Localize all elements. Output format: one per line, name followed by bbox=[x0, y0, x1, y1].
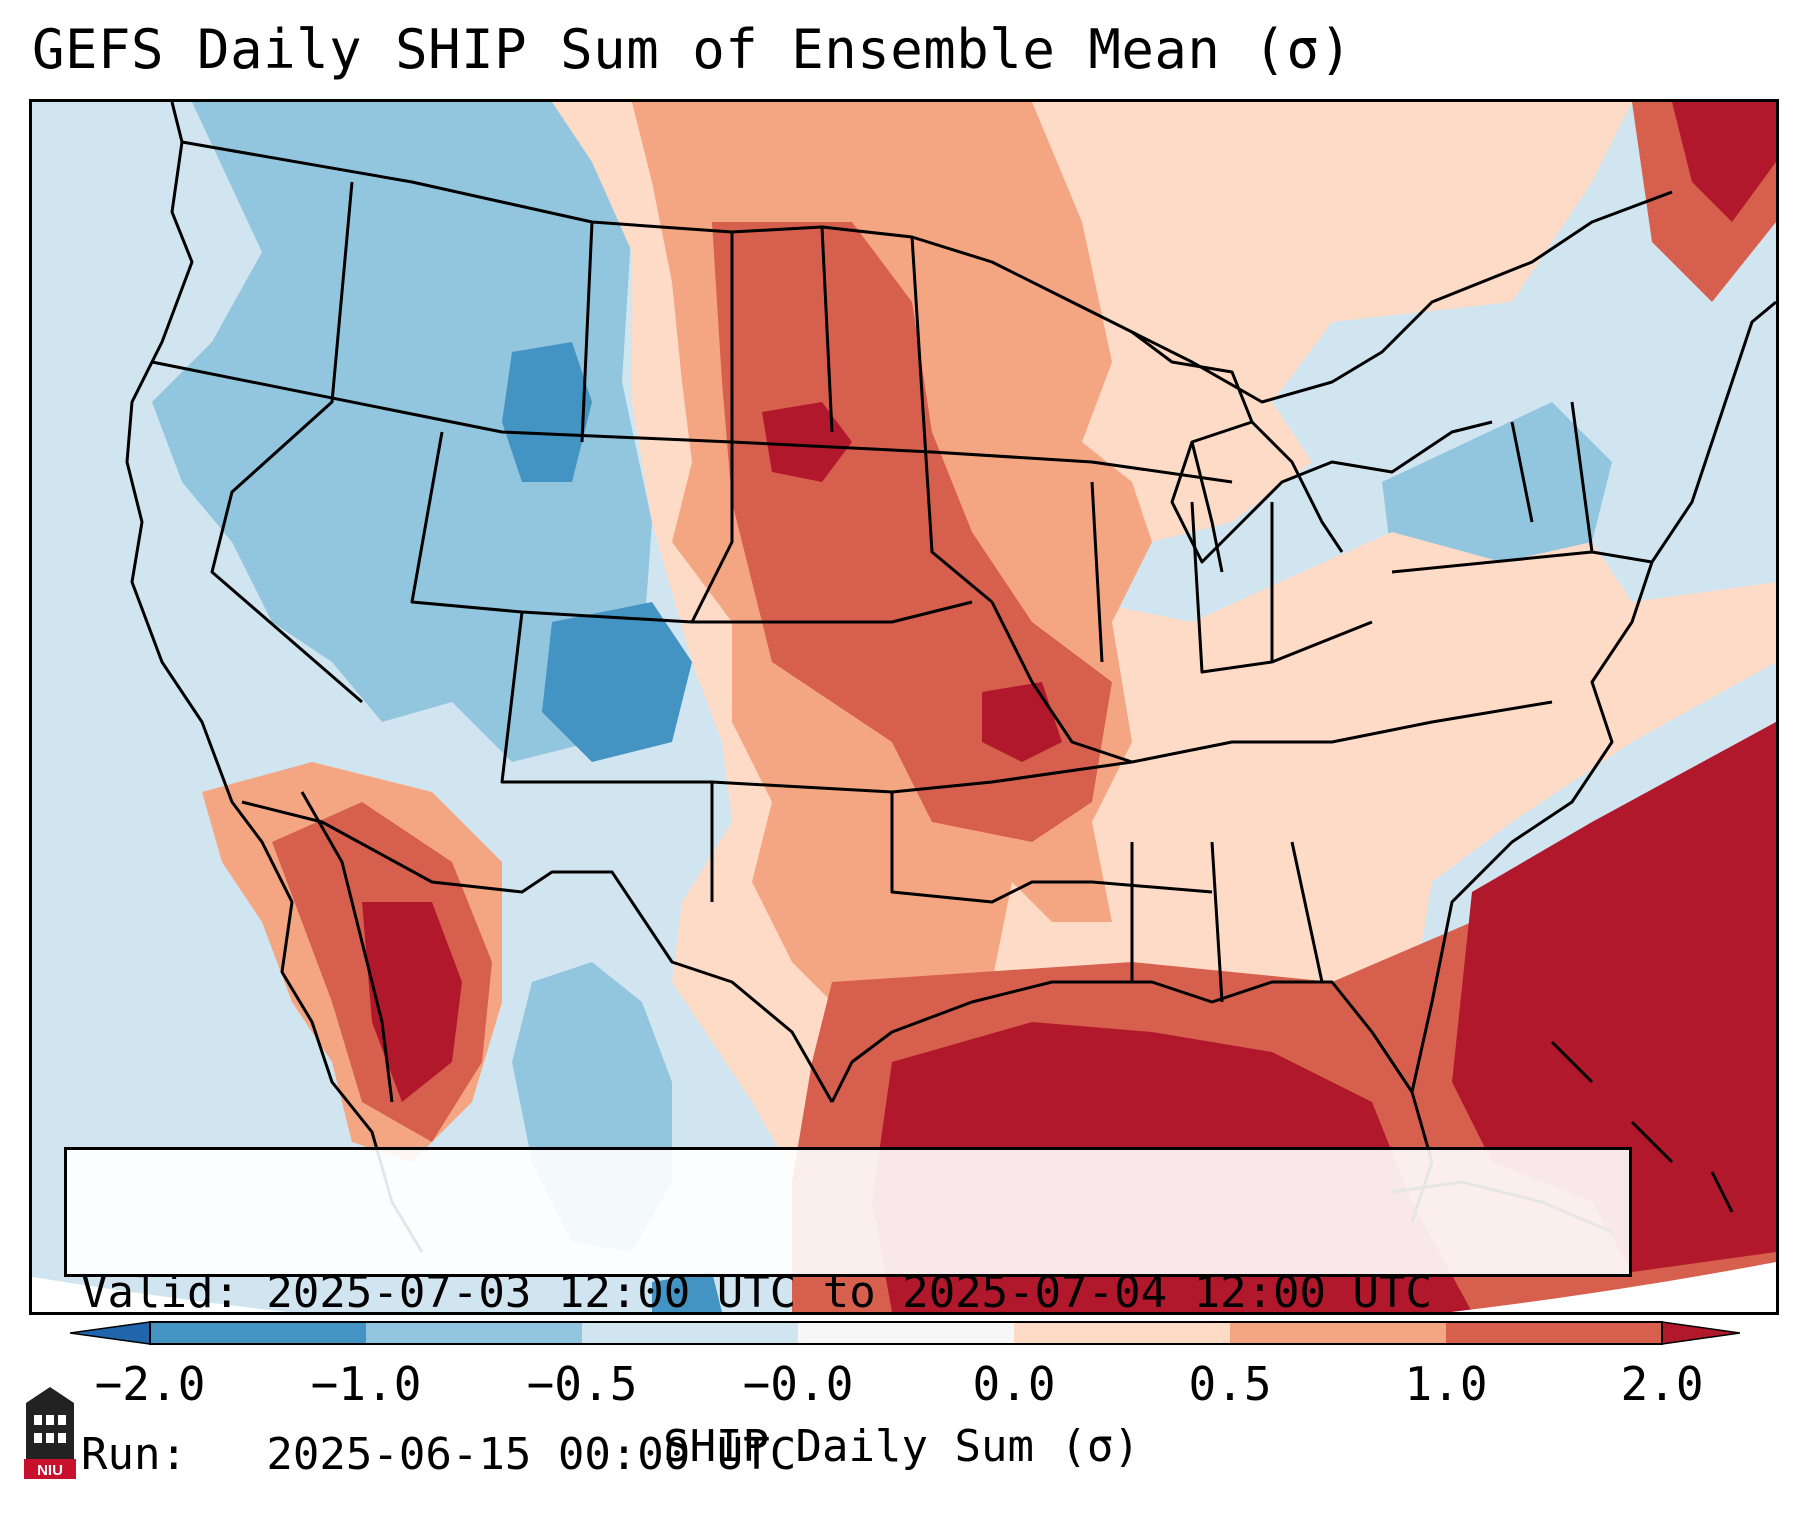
state-line-6 bbox=[710, 782, 1213, 904]
field-neg-strong-colorado bbox=[542, 602, 692, 762]
state-line-4 bbox=[500, 611, 1133, 794]
field-neg-strong-wyoming bbox=[502, 342, 592, 482]
colorbar-under-arrow bbox=[70, 1321, 151, 1345]
colorbar-tick-label: −2.0 bbox=[94, 1357, 206, 1411]
colorbar-segment-6 bbox=[1230, 1322, 1446, 1344]
colorbar-segment-7 bbox=[1446, 1322, 1662, 1344]
colorbar-tick-label: 2.0 bbox=[1620, 1357, 1704, 1411]
run-time-line: Run: 2025-06-15 00:00 UTC bbox=[81, 1429, 797, 1480]
colorbar-segment-2 bbox=[366, 1322, 582, 1344]
state-line-8 bbox=[1090, 481, 1373, 674]
colorbar-segment-3 bbox=[582, 1322, 798, 1344]
state-line-10 bbox=[1391, 401, 1653, 574]
colorbar-over-arrow bbox=[1661, 1321, 1740, 1345]
state-line-5 bbox=[580, 221, 993, 623]
lake-michigan bbox=[1190, 420, 1344, 573]
chart-title: GEFS Daily SHIP Sum of Ensemble Mean (σ) bbox=[32, 18, 1353, 81]
colorbar bbox=[70, 1321, 1740, 1345]
valid-time-line: Valid: 2025-07-03 12:00 UTC to 2025-07-0… bbox=[81, 1267, 1433, 1318]
colorbar-tick-label: −1.0 bbox=[310, 1357, 422, 1411]
colorbar-segment-5 bbox=[1014, 1322, 1230, 1344]
map-frame bbox=[29, 99, 1779, 1315]
field-neg-strong-mexico bbox=[652, 1272, 722, 1312]
west-coastline bbox=[125, 102, 424, 1253]
field-neg-mid-northwest bbox=[152, 102, 652, 762]
colorbar-tick-label: −0.5 bbox=[526, 1357, 638, 1411]
colorbar-outline bbox=[149, 1321, 1663, 1345]
colorbar-tick-label: −0.0 bbox=[742, 1357, 854, 1411]
baja-peninsula bbox=[300, 791, 394, 1103]
map-domain-edge bbox=[32, 1262, 1776, 1312]
great-lakes-shore bbox=[1131, 330, 1493, 564]
colorbar-segment-1 bbox=[150, 1322, 366, 1344]
field-pos-max-atlantic bbox=[1452, 722, 1776, 1272]
bahamas bbox=[1550, 1040, 1734, 1213]
colorbar-label: SHIP Daily Sum (σ) bbox=[663, 1421, 1140, 1472]
state-line-9 bbox=[1130, 841, 1324, 1003]
state-line-2 bbox=[210, 181, 363, 704]
logo-text: NIU bbox=[37, 1462, 63, 1479]
state-line-1 bbox=[151, 360, 1233, 484]
field-pos-max-dakota bbox=[762, 402, 852, 482]
field-pos-max-northeast bbox=[1672, 102, 1776, 222]
field-neg-mid-northeast bbox=[1382, 402, 1612, 572]
field-pos-max-missouri bbox=[982, 682, 1062, 762]
colorbar-ticks: −2.0 −1.0 −0.5 −0.0 0.0 0.5 1.0 2.0 bbox=[0, 1356, 1803, 1416]
state-line-3 bbox=[410, 431, 973, 624]
niu-building-logo-icon: NIU bbox=[24, 1387, 76, 1479]
colorbar-tick-label: 0.5 bbox=[1188, 1357, 1272, 1411]
colorbar-tick-label: 1.0 bbox=[1404, 1357, 1488, 1411]
state-line-7 bbox=[990, 601, 1553, 764]
map-borders bbox=[125, 102, 1776, 1253]
map-svg bbox=[32, 102, 1776, 1312]
us-mexico-border bbox=[241, 800, 834, 1103]
east-coastline bbox=[1410, 300, 1776, 1093]
colorbar-tick-label: 0.0 bbox=[972, 1357, 1056, 1411]
validity-info-box: Valid: 2025-07-03 12:00 UTC to 2025-07-0… bbox=[64, 1147, 1632, 1480]
colorbar-segment-4 bbox=[798, 1322, 1014, 1344]
